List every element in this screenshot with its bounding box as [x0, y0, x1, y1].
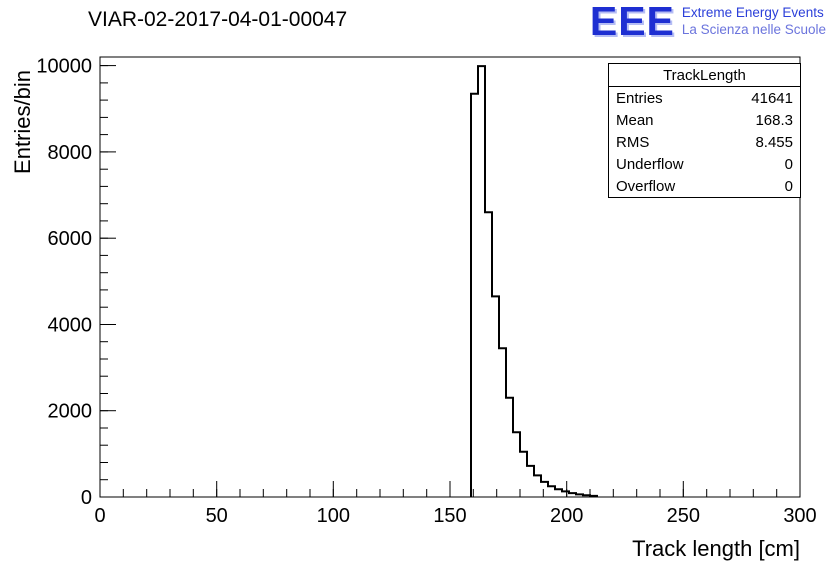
x-tick-label: 0	[94, 505, 105, 527]
x-tick-label: 300	[783, 505, 816, 527]
stats-value: 0	[784, 177, 793, 195]
y-tick-label: 10000	[36, 56, 92, 78]
stats-value: 168.3	[755, 111, 793, 129]
stats-row-mean: Mean 168.3	[609, 109, 800, 131]
eee-logo-subtitle: Extreme Energy Events La Scienza nelle S…	[682, 4, 826, 39]
y-tick-label: 0	[81, 487, 92, 509]
x-tick-label: 50	[206, 505, 228, 527]
stats-row-entries: Entries 41641	[609, 87, 800, 109]
stats-row-overflow: Overflow 0	[609, 175, 800, 197]
y-tick-label: 6000	[48, 228, 93, 250]
stats-label: Mean	[616, 111, 654, 129]
y-tick-label: 2000	[48, 401, 93, 423]
stats-row-rms: RMS 8.455	[609, 131, 800, 153]
x-tick-label: 200	[550, 505, 583, 527]
stats-value: 0	[784, 155, 793, 173]
plot-generated-layer: 0 50 100 150 200 250 300 0 2000 4000 6000 8000 10000	[36, 56, 816, 527]
stats-value: 41641	[751, 89, 793, 107]
x-axis-title: Track length [cm]	[632, 536, 800, 561]
y-axis-title: Entries/bin	[10, 70, 35, 174]
y-tick-label: 8000	[48, 142, 93, 164]
stats-label: Overflow	[616, 177, 676, 195]
plot-title: VIAR-02-2017-04-01-00047	[88, 8, 348, 31]
stats-label: Underflow	[616, 155, 684, 173]
stats-title: TrackLength	[609, 64, 800, 87]
x-tick-label: 150	[433, 505, 466, 527]
eee-logo: EEE Extreme Energy Events La Scienza nel…	[589, 0, 826, 44]
x-tick-label: 250	[667, 505, 700, 527]
stats-label: RMS	[616, 133, 650, 151]
stats-box: TrackLength Entries 41641 Mean 168.3 RMS…	[608, 63, 801, 198]
stats-label: Entries	[616, 89, 663, 107]
x-tick-label: 100	[317, 505, 350, 527]
y-tick-label: 4000	[48, 315, 93, 337]
eee-logo-line1: Extreme Energy Events	[681, 4, 824, 20]
stats-value: 8.455	[755, 133, 793, 151]
histogram-line	[470, 65, 598, 497]
eee-logo-line2: La Scienza nelle Scuole	[681, 22, 826, 38]
eee-logo-icon: EEE	[589, 0, 675, 44]
stats-row-underflow: Underflow 0	[609, 153, 800, 175]
